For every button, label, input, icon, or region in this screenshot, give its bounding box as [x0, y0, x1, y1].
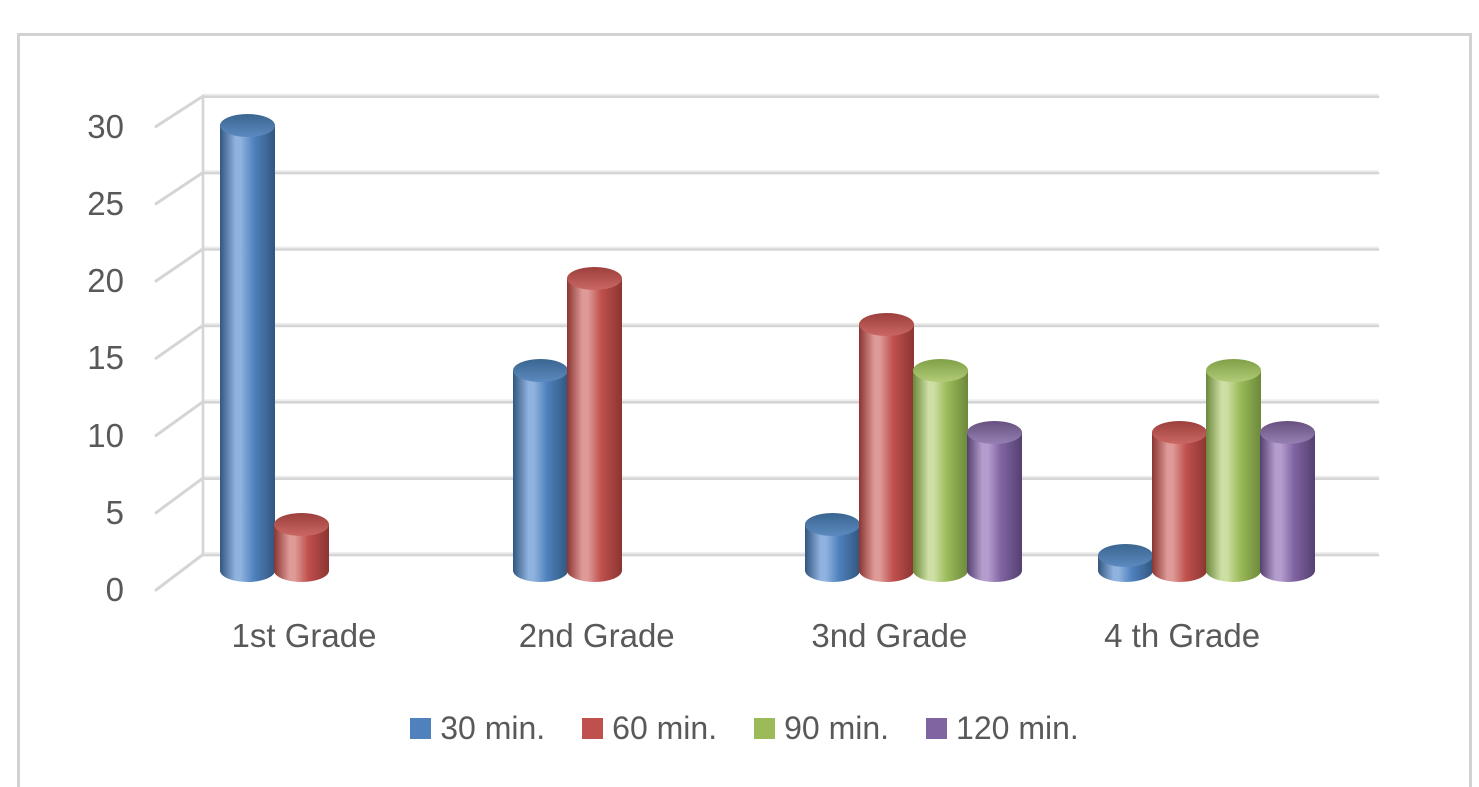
legend-label: 90 min.	[784, 709, 890, 746]
cylinder-top-cap	[1098, 543, 1154, 567]
legend-item-120min[interactable]: 120 min.	[926, 710, 1079, 747]
y-axis-label-25: 25	[87, 184, 124, 222]
cylinder-bar-30min-4-th-grade[interactable]	[1098, 543, 1154, 582]
category-label-3: 3nd Grade	[811, 617, 968, 654]
gridline-diagonal	[154, 476, 205, 515]
cylinder-bar-90min-4-th-grade[interactable]	[1206, 359, 1262, 582]
cylinder-body	[967, 431, 1023, 582]
category-label-1: 1st Grade	[231, 617, 377, 654]
legend-label: 30 min.	[440, 709, 546, 746]
gridline-diagonal	[154, 94, 205, 128]
cylinder-bar-120min-3nd-grade[interactable]	[967, 420, 1023, 582]
legend-item-60min[interactable]: 60 min.	[582, 710, 717, 747]
cylinder-bar-60min-3nd-grade[interactable]	[859, 313, 915, 582]
cylinder-bar-30min-3nd-grade[interactable]	[805, 512, 861, 582]
y-axis-label-20: 20	[87, 262, 124, 299]
y-axis-label-15: 15	[87, 339, 124, 377]
cylinder-top-cap	[566, 267, 622, 291]
legend-item-90min[interactable]: 90 min.	[754, 710, 889, 747]
y-axis-label-0: 0	[105, 571, 124, 608]
cylinder-top-cap	[859, 313, 915, 337]
cylinder-body	[512, 370, 568, 582]
gridline-diagonal	[154, 323, 205, 360]
cylinder-top-cap	[1260, 420, 1316, 444]
legend-swatch	[582, 717, 604, 739]
y-axis-label-10: 10	[87, 416, 124, 454]
category-label-2: 2nd Grade	[518, 617, 675, 654]
cylinder-top-cap	[805, 512, 861, 536]
cylinder-body	[1260, 431, 1316, 582]
cylinder-body	[913, 370, 969, 582]
cylinder-bar-90min-3nd-grade[interactable]	[913, 359, 969, 582]
gridline-diagonal	[154, 553, 205, 592]
cylinder-body	[859, 324, 915, 582]
cylinder-top-cap	[274, 512, 329, 536]
cylinder-body	[220, 124, 275, 582]
cylinder-top-cap	[1206, 359, 1262, 383]
legend-swatch	[926, 717, 948, 739]
y-axis-label-5: 5	[105, 493, 124, 531]
legend-item-30min[interactable]: 30 min.	[410, 710, 545, 747]
legend-label: 60 min.	[612, 709, 718, 746]
legend-swatch	[410, 717, 432, 739]
cylinder-top-cap	[1152, 420, 1208, 444]
cylinder-top-cap	[967, 420, 1023, 444]
y-axis-label-30: 30	[87, 107, 124, 145]
legend-label: 120 min.	[956, 709, 1079, 746]
cylinder-bar-30min-2nd-grade[interactable]	[512, 359, 568, 582]
cylinder-bar-60min-4-th-grade[interactable]	[1152, 420, 1208, 582]
cylinder-bar-60min-1st-grade[interactable]	[274, 512, 329, 582]
category-label-4: 4 th Grade	[1104, 617, 1261, 654]
gridline-diagonal	[154, 400, 205, 437]
cylinder-bar-120min-4-th-grade[interactable]	[1260, 420, 1316, 582]
legend-swatch	[754, 717, 776, 739]
cylinder-bar-30min-1st-grade[interactable]	[220, 113, 275, 582]
legend: 30 min. 60 min. 90 min. 120 min.	[17, 706, 1472, 750]
cylinder-body	[1206, 370, 1262, 582]
cylinder-top-cap	[913, 359, 969, 383]
cylinder-top-cap	[220, 113, 275, 137]
cylinder-body	[1152, 431, 1208, 582]
gridline-diagonal	[154, 247, 205, 283]
cylinder-bar-60min-2nd-grade[interactable]	[566, 267, 622, 582]
cylinder-top-cap	[512, 359, 568, 383]
gridline-diagonal	[154, 171, 205, 206]
cylinder-body	[566, 278, 622, 582]
